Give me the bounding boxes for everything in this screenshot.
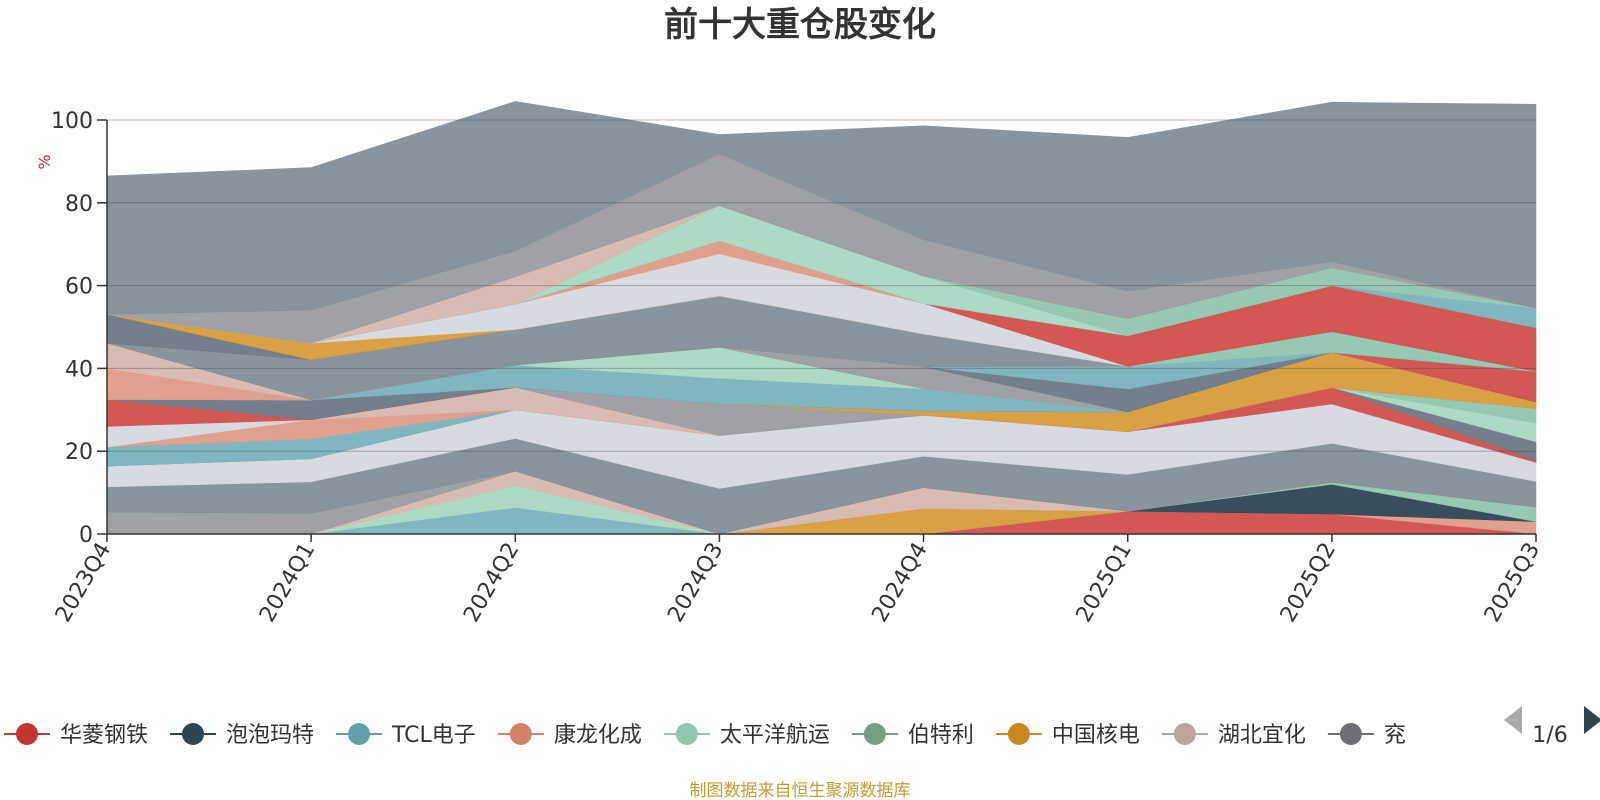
y-tick-label: 0 [79, 523, 93, 548]
x-tick-label: 2024Q3 [663, 539, 728, 627]
legend-marker-icon [1339, 723, 1362, 745]
area-series-band-42[interactable] [106, 101, 1537, 315]
legend-page-indicator: 1/6 [1532, 723, 1567, 748]
legend-item[interactable]: 兖 [1327, 723, 1406, 748]
legend-label: 中国核电 [1052, 723, 1140, 748]
legend-item[interactable]: 伯特利 [851, 723, 974, 748]
y-tick-label: 60 [65, 275, 93, 300]
legend-label: TCL电子 [391, 723, 476, 748]
legend-item[interactable]: 太平洋航运 [663, 723, 830, 748]
legend-item[interactable]: TCL电子 [336, 723, 476, 748]
x-tick-label: 2025Q3 [1480, 539, 1545, 627]
legend-marker-icon [1173, 723, 1196, 745]
legend-prev-arrow-icon[interactable] [1504, 706, 1522, 734]
legend-pager: 1/6 [1504, 706, 1600, 748]
y-axis-unit: % [35, 154, 54, 169]
y-axis: 0 20 40 60 80 100 [51, 109, 108, 548]
legend-marker-icon [509, 723, 532, 745]
legend-label: 华菱钢铁 [60, 723, 148, 748]
legend-item[interactable]: 中国核电 [995, 723, 1140, 748]
legend-label: 泡泡玛特 [226, 723, 314, 748]
legend: 华菱钢铁 泡泡玛特 TCL电子 康龙化成 太平洋航运 伯特利 中国核电 湖北宜化 兖 [4, 723, 1406, 748]
legend-label: 伯特利 [908, 723, 974, 748]
legend-marker-icon [348, 723, 371, 745]
legend-item[interactable]: 湖北宜化 [1161, 723, 1306, 748]
legend-item[interactable]: 泡泡玛特 [170, 723, 314, 748]
legend-marker-icon [675, 723, 698, 745]
x-tick-label: 2023Q4 [51, 539, 116, 627]
legend-marker-icon [182, 723, 205, 745]
x-tick-label: 2024Q1 [255, 539, 320, 627]
y-tick-label: 20 [65, 440, 93, 465]
legend-label: 湖北宜化 [1218, 723, 1306, 748]
y-tick-label: 100 [51, 109, 93, 134]
legend-label: 康龙化成 [554, 723, 642, 748]
legend-marker-icon [16, 723, 38, 745]
legend-label: 太平洋航运 [720, 723, 830, 748]
area-series-group [106, 101, 1537, 535]
legend-next-arrow-icon[interactable] [1584, 706, 1600, 734]
source-note: 制图数据来自恒生聚源数据库 [690, 781, 911, 800]
legend-marker-icon [863, 723, 886, 745]
chart-title: 前十大重仓股变化 [664, 5, 936, 45]
x-tick-label: 2024Q4 [867, 539, 932, 627]
y-tick-label: 40 [65, 357, 93, 382]
legend-item[interactable]: 华菱钢铁 [4, 723, 148, 748]
x-axis: 2023Q4 2024Q1 2024Q2 2024Q3 2024Q4 2025Q1 2025… [51, 533, 1545, 627]
legend-label: 兖 [1384, 723, 1406, 748]
legend-item[interactable]: 康龙化成 [497, 723, 642, 748]
legend-marker-icon [1007, 723, 1030, 745]
y-tick-label: 80 [65, 192, 93, 217]
x-tick-label: 2024Q2 [459, 539, 524, 627]
x-tick-label: 2025Q2 [1276, 539, 1341, 627]
x-tick-label: 2025Q1 [1072, 539, 1137, 627]
